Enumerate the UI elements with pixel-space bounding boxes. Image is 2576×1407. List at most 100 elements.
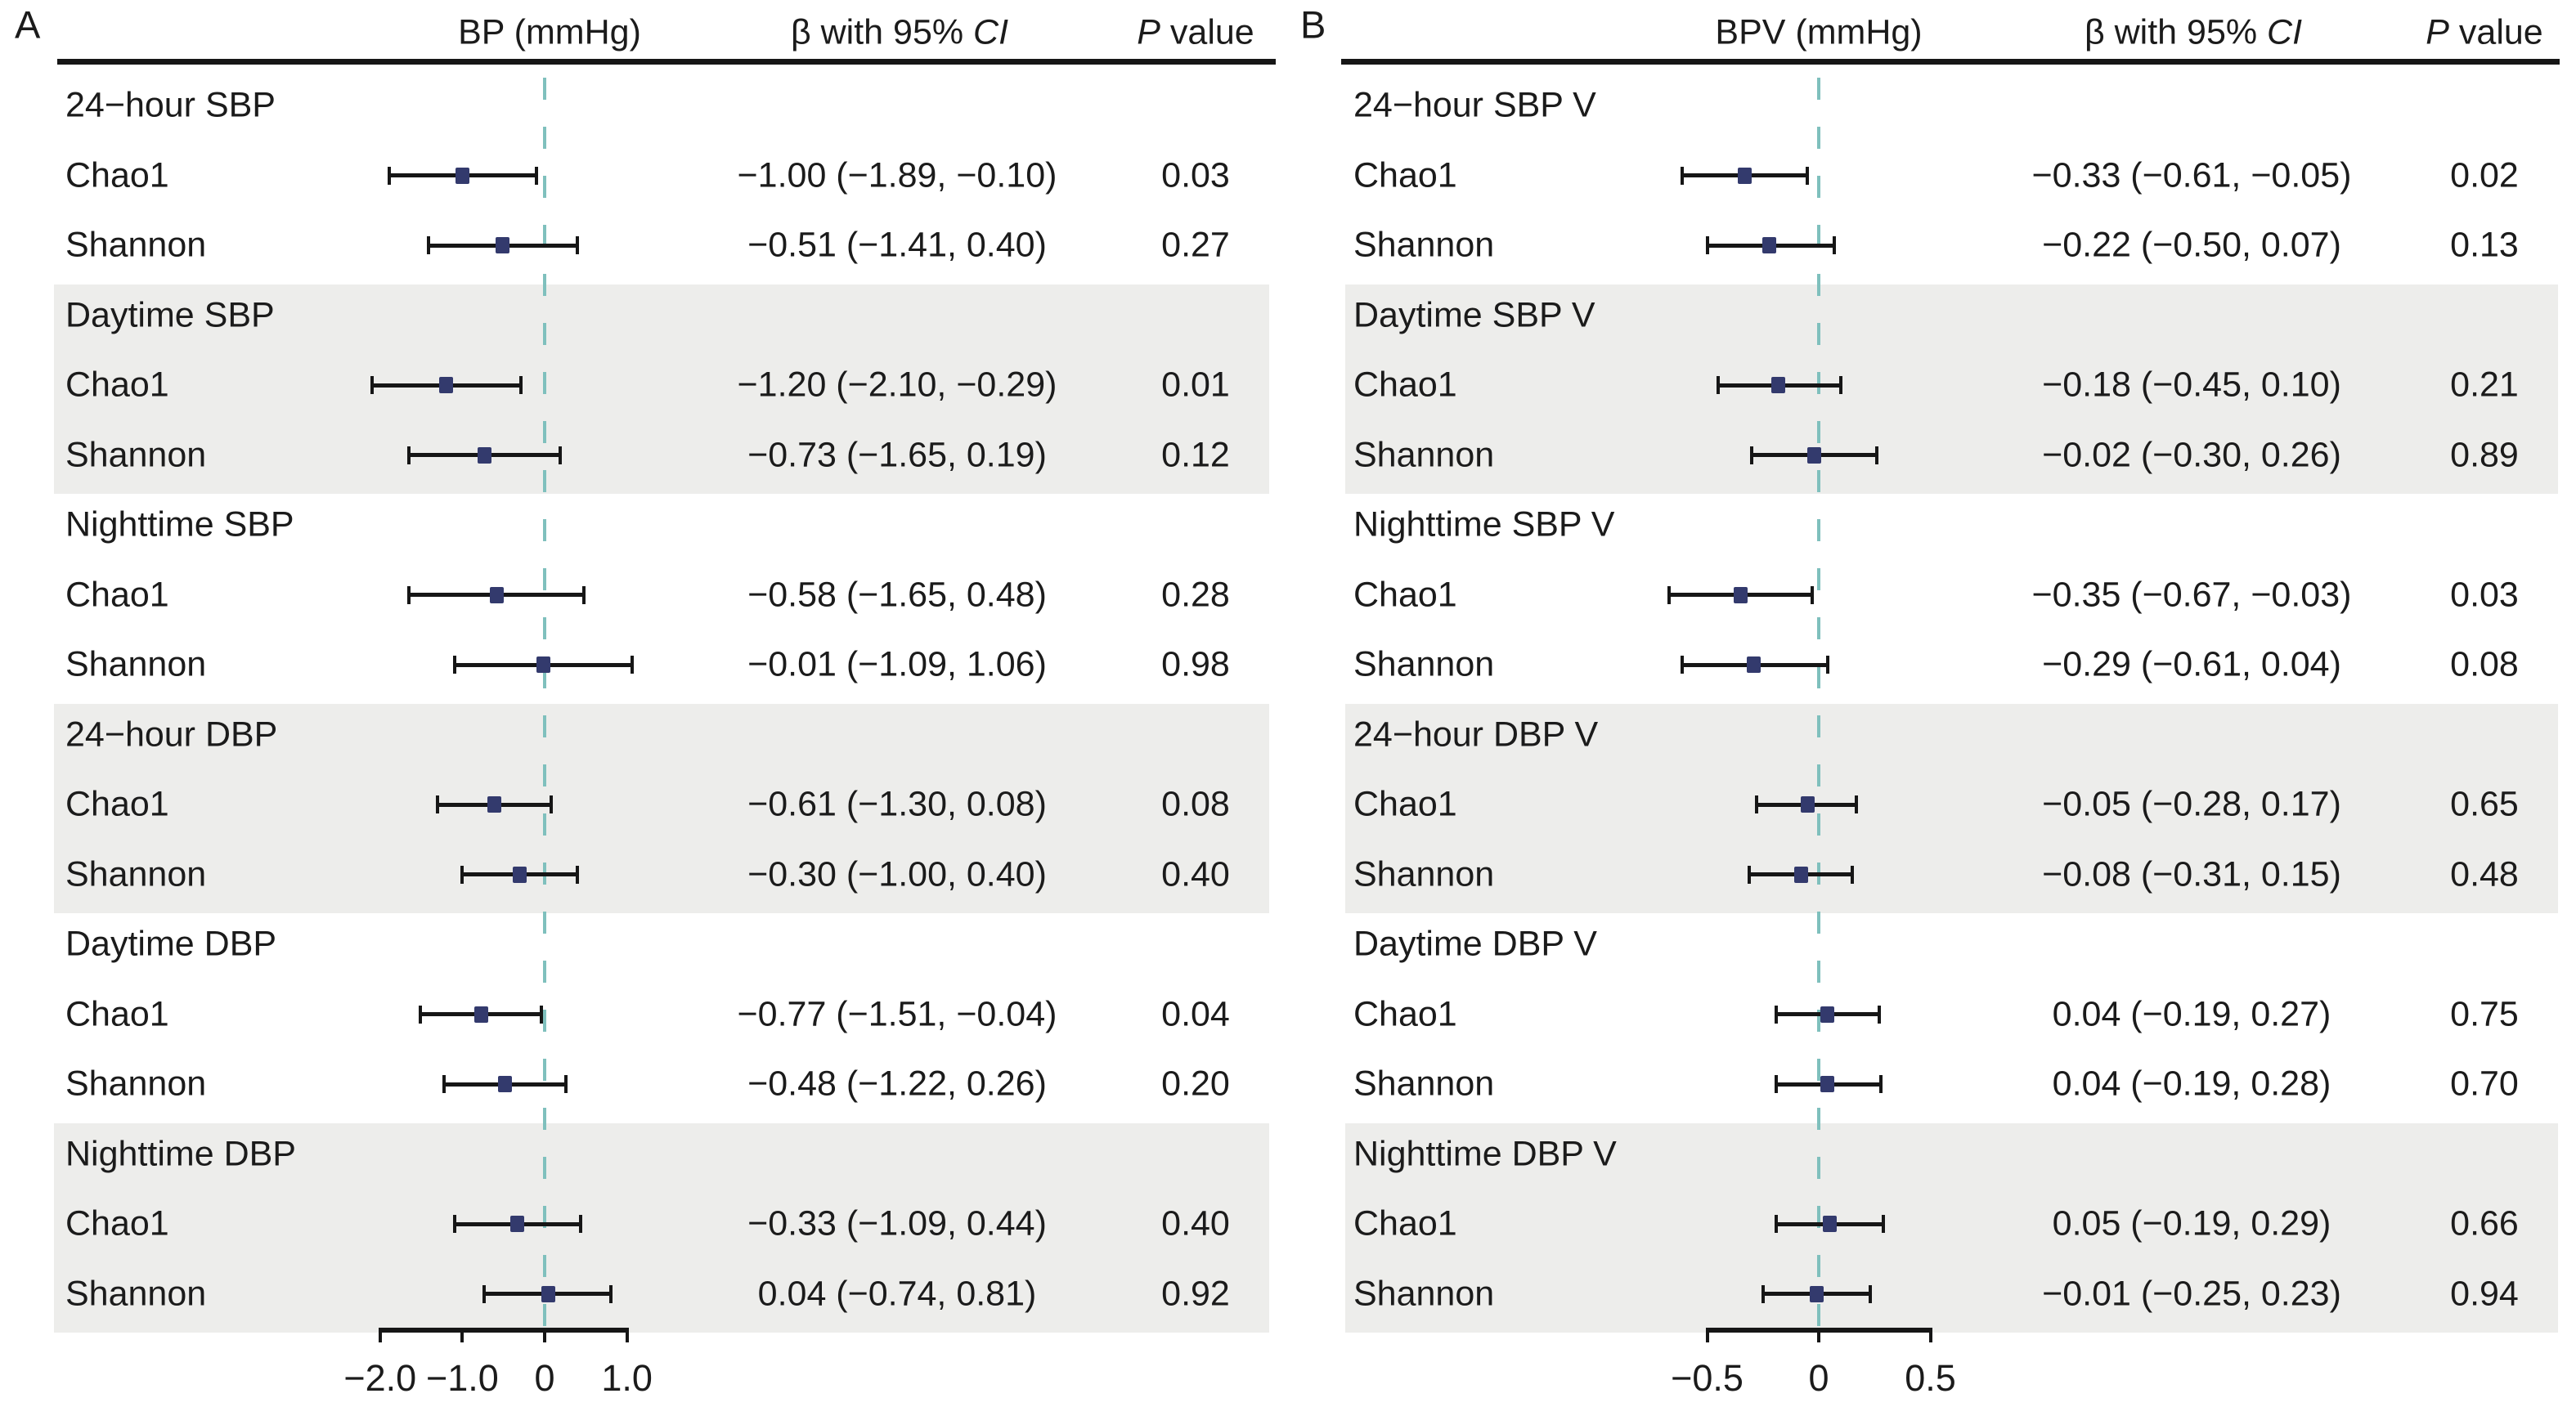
group-label: Nighttime DBP V: [1353, 1134, 1617, 1173]
x-axis-tick-label: −1.0: [425, 1357, 499, 1399]
row-label: Chao1: [1353, 155, 1457, 195]
x-axis-tick-label: 0: [534, 1357, 555, 1399]
row-label: Shannon: [65, 644, 207, 684]
ci-cap-right: [564, 1075, 568, 1093]
ci-cap-right: [1810, 585, 1814, 604]
row-label: Chao1: [1353, 575, 1457, 614]
axis-title: BP (mmHg): [458, 12, 641, 52]
x-axis-tick-label: 1.0: [601, 1357, 653, 1399]
ci-cap-right: [550, 795, 554, 813]
effect-marker: [510, 1216, 525, 1232]
effect-marker: [1820, 1076, 1835, 1092]
x-axis-tick: [460, 1328, 464, 1342]
effect-marker: [438, 377, 453, 393]
group-label: Daytime DBP V: [1353, 924, 1597, 964]
effect-estimate-text: −1.00 (−1.89, −0.10): [737, 155, 1057, 195]
ci-cap-left: [407, 446, 411, 464]
group-label: 24−hour SBP: [65, 85, 276, 125]
x-axis-tick: [1928, 1328, 1932, 1342]
pvalue-header-rest: value: [1160, 12, 1254, 52]
effect-estimate-text: −0.73 (−1.65, 0.19): [747, 435, 1047, 474]
group-label: 24−hour DBP: [65, 715, 278, 754]
ci-cap-right: [582, 585, 586, 604]
effect-marker: [1807, 446, 1822, 464]
panel-label: A: [15, 2, 41, 47]
effect-estimate-text: −0.18 (−0.45, 0.10): [2042, 365, 2341, 405]
ci-cap-left: [1717, 376, 1721, 394]
p-value-text: 0.89: [2450, 435, 2519, 474]
group-label: Nighttime SBP: [65, 504, 294, 544]
row-label: Chao1: [65, 784, 169, 824]
effect-marker: [474, 1006, 489, 1023]
ci-cap-left: [407, 585, 411, 604]
effect-marker: [1800, 796, 1815, 813]
group-label: Nighttime DBP: [65, 1134, 296, 1173]
x-axis-tick-label: 0: [1808, 1357, 1829, 1399]
p-value-text: 0.48: [2450, 854, 2519, 894]
effect-marker: [478, 446, 492, 464]
effect-estimate-text: −0.08 (−0.31, 0.15): [2042, 854, 2341, 894]
effect-estimate-text: −0.01 (−1.09, 1.06): [747, 644, 1047, 684]
effect-marker: [1820, 1006, 1835, 1023]
p-value-text: 0.40: [1161, 854, 1230, 894]
ci-cap-left: [370, 376, 374, 394]
effect-estimate-text: 0.04 (−0.19, 0.27): [2052, 994, 2331, 1033]
group-label: Daytime SBP V: [1353, 295, 1595, 334]
x-axis-tick-label: −2.0: [343, 1357, 417, 1399]
effect-marker: [1809, 1285, 1824, 1302]
effect-marker: [1823, 1216, 1838, 1232]
row-label: Shannon: [1353, 854, 1495, 894]
row-label: Shannon: [1353, 1064, 1495, 1104]
group-shading-band: [54, 703, 1269, 913]
row-label: Shannon: [1353, 225, 1495, 265]
row-label: Chao1: [65, 575, 169, 614]
p-value-text: 0.70: [2450, 1064, 2519, 1104]
effect-marker: [490, 586, 505, 603]
pvalue-column-header: P value: [1137, 13, 1254, 53]
ci-cap-right: [1874, 446, 1878, 464]
ci-cap-right: [539, 1005, 543, 1024]
group-label: Nighttime SBP V: [1353, 504, 1615, 544]
axis-title: BPV (mmHg): [1715, 12, 1923, 52]
effect-estimate-text: −0.30 (−1.00, 0.40): [747, 854, 1047, 894]
p-value-text: 0.66: [2450, 1203, 2519, 1243]
x-axis-tick: [378, 1328, 382, 1342]
ci-cap-left: [427, 236, 431, 254]
p-value-text: 0.21: [2450, 365, 2519, 405]
effect-estimate-text: −0.35 (−0.67, −0.03): [2031, 575, 2352, 614]
p-value-text: 0.65: [2450, 784, 2519, 824]
ci-cap-left: [1761, 1284, 1765, 1303]
ci-cap-left: [1667, 585, 1672, 604]
row-label: Chao1: [65, 994, 169, 1033]
effect-column-header: β with 95% CI: [2085, 13, 2302, 53]
ci-cap-right: [1806, 166, 1810, 185]
pvalue-header-rest: value: [2448, 12, 2543, 52]
p-value-text: 0.12: [1161, 435, 1230, 474]
ci-cap-left: [436, 795, 440, 813]
row-label: Chao1: [1353, 994, 1457, 1033]
effect-estimate-text: −0.61 (−1.30, 0.08): [747, 784, 1047, 824]
x-axis-tick: [625, 1328, 629, 1342]
p-value-text: 0.08: [1161, 784, 1230, 824]
row-label: Chao1: [65, 365, 169, 405]
row-label: Shannon: [65, 1274, 207, 1313]
x-axis-tick-label: −0.5: [1671, 1357, 1744, 1399]
row-label: Shannon: [65, 225, 207, 265]
ci-cap-left: [419, 1005, 423, 1024]
effect-estimate-text: −0.58 (−1.65, 0.48): [747, 575, 1047, 614]
group-shading-band: [1345, 284, 2558, 494]
group-label: 24−hour DBP V: [1353, 715, 1599, 754]
ci-cap-left: [387, 166, 391, 185]
ci-cap-right: [576, 236, 580, 254]
p-value-text: 0.98: [1161, 644, 1230, 684]
effect-header-text: β with 95%: [790, 12, 974, 52]
ci-cap-right: [579, 1215, 583, 1233]
ci-cap-left: [460, 865, 464, 884]
ci-cap-right: [1879, 1075, 1883, 1093]
zero-reference-line: [1817, 78, 1820, 1330]
p-value-text: 0.20: [1161, 1064, 1230, 1104]
x-axis-tick: [543, 1328, 546, 1342]
p-value-text: 0.28: [1161, 575, 1230, 614]
row-label: Chao1: [1353, 1203, 1457, 1243]
p-value-text: 0.40: [1161, 1203, 1230, 1243]
